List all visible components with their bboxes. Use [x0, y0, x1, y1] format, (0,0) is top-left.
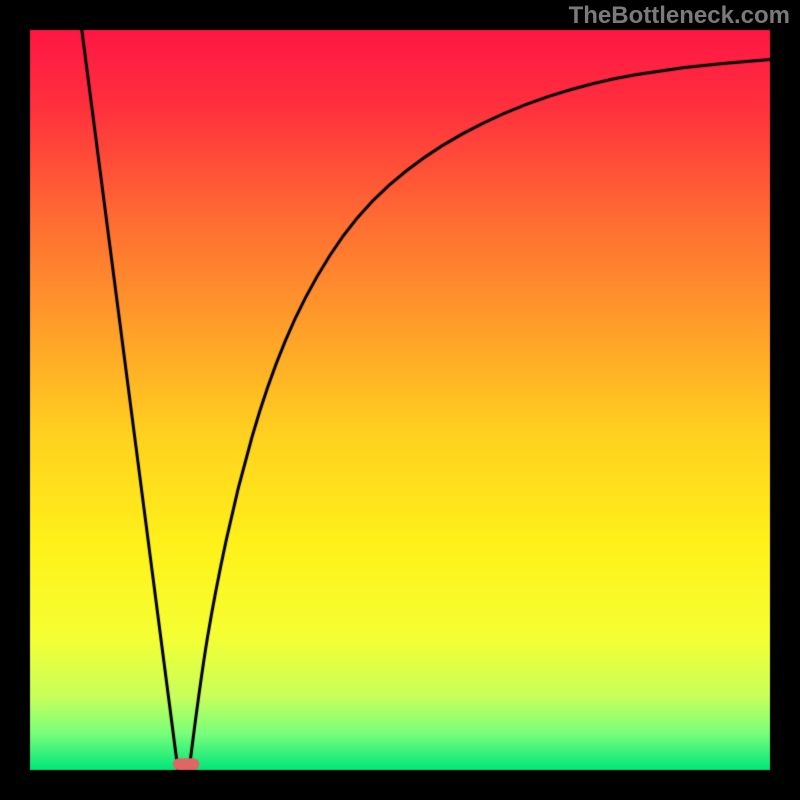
bottleneck-chart-canvas — [0, 0, 800, 800]
chart-container: TheBottleneck.com — [0, 0, 800, 800]
canvas-wrap — [0, 0, 800, 800]
